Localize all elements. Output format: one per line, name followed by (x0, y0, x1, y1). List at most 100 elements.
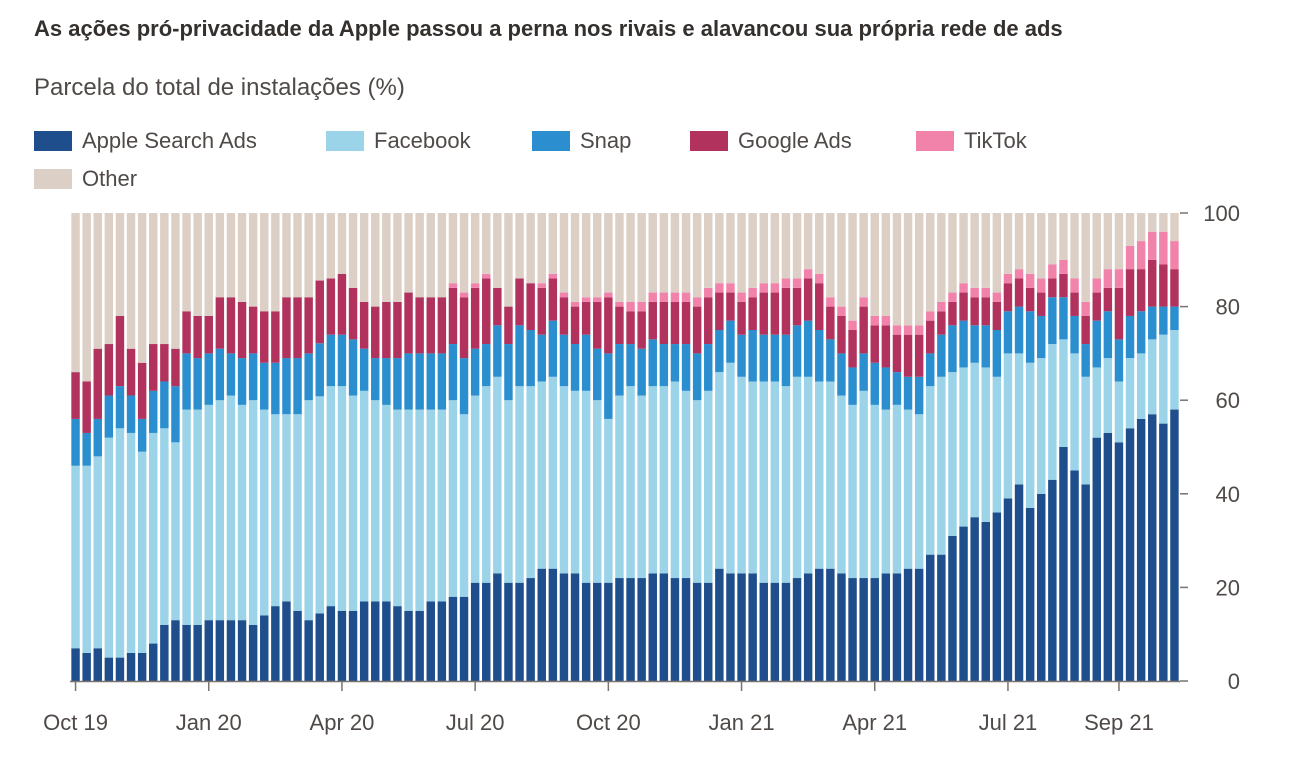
bar-segment (415, 610, 424, 681)
bar-segment (1136, 311, 1146, 354)
bar-segment (359, 213, 369, 302)
bar-segment (937, 334, 946, 377)
bar-segment (1103, 287, 1113, 312)
bar-segment (282, 358, 291, 415)
bar-segment (459, 292, 469, 298)
bar-segment (970, 213, 979, 288)
bar-segment (237, 358, 247, 405)
bar-segment (1037, 315, 1046, 359)
bar-segment (237, 620, 247, 681)
bar-segment (648, 213, 657, 293)
bar-segment (426, 213, 435, 298)
bar-segment (1014, 278, 1024, 307)
bar-segment (1114, 339, 1124, 382)
bar-segment (604, 582, 613, 681)
bar-segment (1092, 278, 1101, 293)
bar-segment (648, 292, 657, 302)
bar-segment (559, 292, 569, 298)
bar-segment (393, 358, 402, 410)
bar-segment (981, 213, 990, 288)
bar-segment (748, 330, 757, 382)
bar-segment (626, 213, 635, 302)
bar-segment (604, 418, 613, 583)
bar-segment (792, 213, 802, 279)
bar-segment (1070, 470, 1079, 681)
x-tick-label: Oct 19 (43, 710, 108, 735)
bar-segment (482, 582, 491, 681)
bar-segment (415, 297, 424, 354)
bar-segment (681, 390, 691, 579)
legend-label: Other (82, 166, 138, 191)
bar-segment (371, 213, 380, 307)
bar-segment (149, 432, 158, 644)
bar-segment (981, 325, 990, 368)
bar-segment (293, 213, 302, 298)
bar-segment (704, 344, 713, 391)
legend-label: Snap (580, 128, 632, 153)
bar-segment (470, 395, 480, 583)
bar-segment (1081, 484, 1090, 681)
bar-segment (371, 601, 380, 681)
bar-segment (903, 376, 913, 410)
bar-segment (237, 213, 247, 302)
bar-segment (781, 386, 791, 583)
bar-segment (848, 578, 857, 681)
bar-segment (493, 573, 502, 681)
bar-segment (149, 643, 158, 681)
bar-segment (948, 372, 957, 536)
bar-segment (581, 297, 591, 302)
bar-segment (659, 292, 669, 302)
y-axis: 0 20 40 60 80 100 (1180, 201, 1240, 694)
bar-segment (1014, 353, 1024, 485)
bar-segment (304, 400, 313, 621)
bar-segment (237, 404, 247, 621)
bar-segment (1081, 315, 1090, 345)
bar-segment (326, 278, 336, 335)
bar-segment (637, 395, 646, 579)
bar-segment (681, 301, 691, 345)
bar-segment (559, 573, 569, 681)
bar-segment (881, 409, 891, 574)
bar-segment (537, 334, 546, 382)
bar-segment (115, 213, 125, 316)
bar-segment (914, 213, 924, 326)
bar-segment (515, 278, 524, 326)
bar-segment (1159, 213, 1168, 232)
bar-segment (692, 400, 702, 583)
bar-segment (260, 409, 269, 616)
bar-segment (1125, 428, 1135, 681)
bar-segment (337, 386, 347, 611)
bar-segment (470, 287, 480, 349)
bar-segment (1037, 278, 1046, 293)
bar-segment (959, 283, 968, 293)
bar-segment (1037, 213, 1046, 279)
bar-segment (681, 213, 691, 293)
bar-segment (981, 367, 990, 522)
bar-segment (848, 404, 857, 579)
bar-segment (137, 213, 147, 363)
bar-segment (992, 301, 1002, 330)
bar-segment (903, 325, 913, 335)
bar-segment (692, 213, 702, 298)
bar-segment (1059, 273, 1068, 298)
bar-segment (992, 376, 1002, 513)
bar-segment (1125, 269, 1135, 316)
bar-segment (593, 301, 602, 349)
bar-segment (1148, 259, 1157, 307)
bar-segment (859, 578, 868, 681)
bar-segment (926, 353, 935, 387)
bar-segment (726, 213, 735, 284)
bar-segment (526, 330, 535, 387)
bar-segment (970, 517, 979, 681)
bar-segment (1148, 339, 1157, 415)
bar-segment (626, 344, 635, 387)
bar-segment (115, 657, 125, 681)
bar-segment (715, 283, 724, 293)
bar-segment (359, 390, 369, 602)
bar-segment (1170, 306, 1179, 330)
bar-segment (981, 297, 990, 326)
bar-segment (1125, 358, 1135, 429)
bar-segment (1059, 297, 1068, 340)
bar-segment (504, 213, 513, 307)
bar-segment (970, 287, 979, 298)
